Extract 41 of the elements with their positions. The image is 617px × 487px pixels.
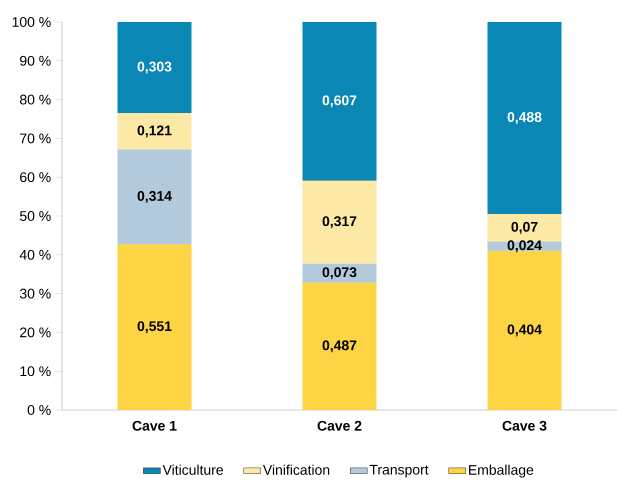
- annotation: 0,551: [138, 321, 172, 334]
- x-tick-label: Cave 1: [132, 420, 177, 431]
- bar: [488, 214, 562, 242]
- bar: [302, 180, 377, 264]
- annotation: 0,303: [138, 62, 172, 74]
- bar: [488, 22, 562, 214]
- y-tick-label: 0 %: [28, 405, 51, 415]
- y-tick-label: 70 %: [20, 133, 51, 144]
- annotation: 0,607: [322, 95, 356, 108]
- y-tick-label: 40 %: [20, 250, 51, 260]
- annotation: 0,073: [322, 267, 356, 280]
- legend-label: Viticulture: [162, 464, 223, 475]
- annotation: 0,487: [322, 340, 356, 352]
- y-tick-label: 90 %: [20, 56, 51, 66]
- annotation: 0,121: [138, 125, 172, 138]
- annotation: 0,404: [508, 324, 542, 336]
- bar: [118, 244, 192, 410]
- annotation: 0,07: [511, 222, 538, 234]
- bar: [118, 113, 192, 150]
- x-tick-label: Cave 3: [502, 420, 546, 431]
- bar: [488, 250, 562, 410]
- annotation: 0,314: [138, 191, 172, 203]
- y-tick-label: 20 %: [20, 327, 51, 338]
- bar: [302, 264, 377, 283]
- y-tick-label: 60 %: [20, 172, 51, 182]
- annotation: 0,488: [508, 112, 542, 124]
- y-tick-label: 10 %: [20, 366, 51, 376]
- legend-label: Emballage: [469, 464, 534, 478]
- legend-label: Vinification: [262, 464, 330, 475]
- y-tick-label: 80 %: [20, 94, 51, 105]
- legend-label: Transport: [370, 464, 428, 478]
- annotation: 0,024: [508, 240, 542, 252]
- y-tick-label: 30 %: [20, 288, 51, 299]
- bar: [302, 22, 377, 181]
- y-tick-label: 100 %: [12, 17, 51, 27]
- y-tick-label: 50 %: [20, 211, 51, 221]
- bar: [302, 282, 377, 410]
- annotation: 0,317: [322, 216, 356, 228]
- x-tick-label: Cave 2: [318, 420, 362, 431]
- bar: [118, 150, 192, 244]
- bar: [118, 22, 192, 114]
